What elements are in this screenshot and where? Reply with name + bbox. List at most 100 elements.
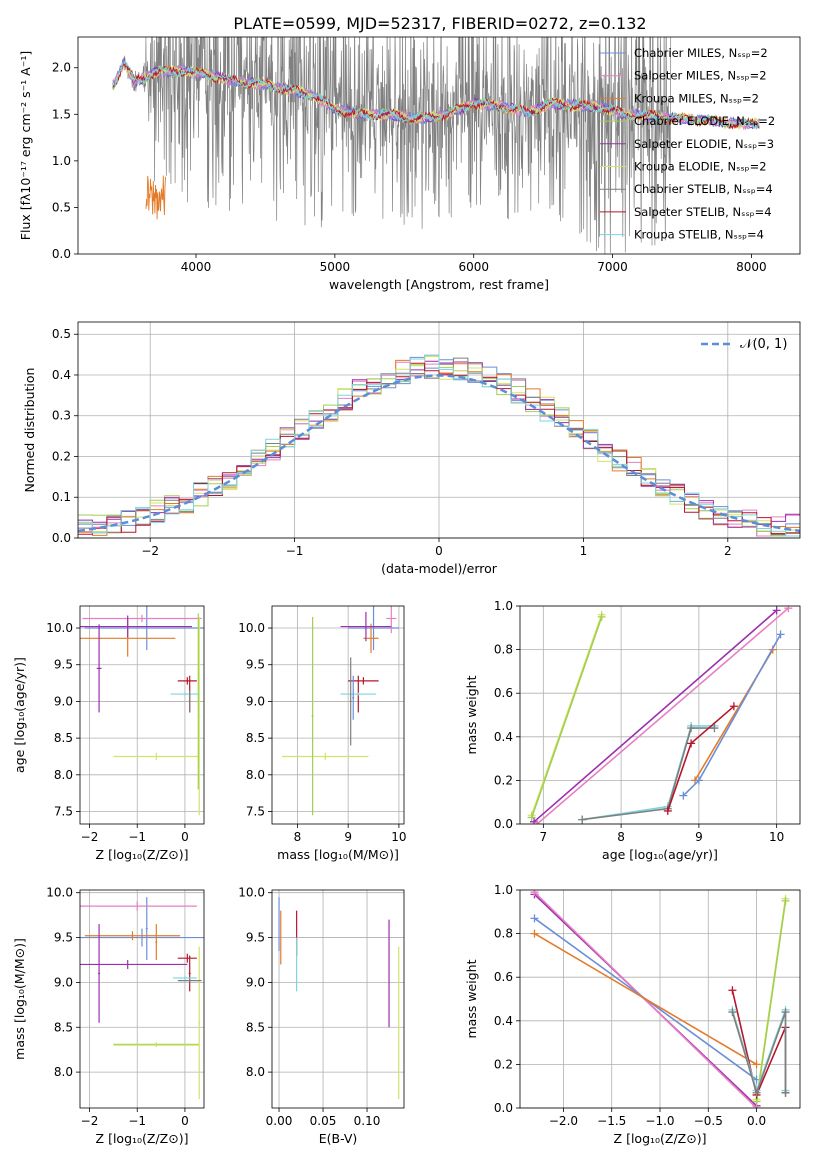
weight-series-6 bbox=[731, 1011, 787, 1096]
weight-point bbox=[729, 702, 738, 711]
panel-weight-vs-z: −2.0 −1.5 −1.0 −0.5 0.0 0.0 0.2 0.4 0.6 0.8 1.0 Z [… bbox=[464, 883, 801, 1146]
weight-point bbox=[710, 724, 719, 733]
plot-area-weight-vs-z bbox=[530, 890, 790, 1108]
axes-frame bbox=[271, 605, 405, 825]
x-tick-label: −1.5 bbox=[597, 1114, 626, 1128]
weight-point bbox=[578, 815, 587, 824]
weight-series-3 bbox=[755, 900, 787, 1102]
weight-point bbox=[663, 806, 672, 815]
x-axis-label: Z [log₁₀(Z/Z⊙)] bbox=[96, 1131, 189, 1146]
x-tick-label: −2.0 bbox=[549, 1114, 578, 1128]
x-tick-label: 7 bbox=[540, 830, 548, 844]
weight-point bbox=[781, 896, 790, 905]
x-tick-label: 6000 bbox=[458, 260, 489, 274]
x-tick-label: 8000 bbox=[736, 260, 767, 274]
y-tick-label: 0.4 bbox=[494, 1014, 513, 1028]
x-tick-label: −1.0 bbox=[645, 1114, 674, 1128]
x-tick-label: 0 bbox=[181, 1114, 189, 1128]
y-axis-label: mass weight bbox=[464, 675, 479, 754]
figure-title: PLATE=0599, MJD=52317, FIBERID=0272, z=0… bbox=[233, 14, 646, 33]
y-tick-label: 8.5 bbox=[246, 1020, 265, 1034]
plot-area-age-vs-z bbox=[80, 606, 204, 816]
y-tick-label: 0.6 bbox=[494, 686, 513, 700]
x-tick-label: 10 bbox=[391, 830, 406, 844]
y-tick-label: 0.8 bbox=[494, 643, 513, 657]
panel-residuals: −2 −1 0 1 2 0.0 0.1 0.2 0.3 0.4 0.5 (data-model)/er… bbox=[22, 321, 801, 576]
y-tick-label: 9.0 bbox=[246, 694, 265, 708]
weight-point bbox=[781, 1088, 790, 1097]
weight-point bbox=[772, 606, 781, 615]
y-tick-label: 0.0 bbox=[52, 247, 71, 261]
y-tick-label: 0.2 bbox=[494, 1057, 513, 1071]
y-tick-label: 0.0 bbox=[494, 1101, 513, 1115]
y-tick-label: 9.5 bbox=[246, 931, 265, 945]
weight-series-3 bbox=[530, 616, 603, 818]
legend-entry: Chabrier ELODIE, Nₛₛₚ=2 bbox=[634, 114, 775, 128]
weight-point bbox=[679, 791, 688, 800]
y-tick-label: 0.4 bbox=[494, 730, 513, 744]
x-tick-label: 5000 bbox=[320, 260, 351, 274]
residual-histogram-8 bbox=[78, 354, 800, 537]
weight-point bbox=[687, 739, 696, 748]
y-tick-label: 8.0 bbox=[246, 768, 265, 782]
y-tick-label: 0.0 bbox=[52, 531, 71, 545]
axes-frame bbox=[79, 605, 205, 825]
weight-point bbox=[728, 1008, 737, 1017]
y-tick-label: 0.3 bbox=[52, 409, 71, 423]
y-tick-label: 0.1 bbox=[52, 490, 71, 504]
x-tick-label: 8 bbox=[294, 830, 302, 844]
y-axis-label: age [log₁₀(age/yr)] bbox=[12, 657, 27, 773]
plot-area-age-vs-mass bbox=[282, 606, 399, 816]
plot-area-weight-vs-age bbox=[527, 606, 793, 824]
observed-spectrum bbox=[123, 37, 672, 254]
y-tick-label: 8.5 bbox=[54, 1020, 73, 1034]
weight-point bbox=[597, 612, 606, 621]
weight-point bbox=[728, 986, 737, 995]
y-tick-label: 8.0 bbox=[54, 768, 73, 782]
y-tick-label: 0.0 bbox=[494, 817, 513, 831]
y-tick-label: 0.6 bbox=[494, 970, 513, 984]
axes-frame bbox=[77, 321, 801, 539]
spectrum-legend: Chabrier MILES, Nₛₛₚ=2 Salpeter MILES, Nₛ… bbox=[600, 46, 775, 242]
model-spectrum-7 bbox=[112, 62, 760, 130]
axes-frame bbox=[77, 36, 801, 255]
y-tick-label: 0.2 bbox=[52, 449, 71, 463]
model-spectrum-5 bbox=[112, 64, 760, 131]
y-axis-label: Flux [fλ10⁻¹⁷ erg cm⁻² s⁻¹ A⁻¹] bbox=[18, 51, 33, 240]
x-tick-label: 9 bbox=[695, 830, 703, 844]
y-tick-label: 1.0 bbox=[494, 883, 513, 897]
y-tick-label: 10.0 bbox=[46, 886, 73, 900]
y-tick-label: 9.0 bbox=[54, 975, 73, 989]
y-axis-label: Normed distribution bbox=[22, 368, 37, 493]
weight-point bbox=[527, 813, 536, 822]
x-tick-label: 1 bbox=[580, 544, 588, 558]
x-axis-label: mass [log₁₀(M/M⊙)] bbox=[277, 847, 399, 862]
x-tick-label: −2 bbox=[141, 544, 159, 558]
x-tick-label: −1 bbox=[128, 830, 146, 844]
weight-point bbox=[530, 929, 539, 938]
x-tick-label: 9 bbox=[344, 830, 352, 844]
y-tick-label: 8.0 bbox=[246, 1065, 265, 1079]
panel-spectrum: 4000 5000 6000 7000 8000 0.0 0.5 1.0 1.5 2.0 wavel… bbox=[18, 36, 801, 292]
y-tick-label: 1.0 bbox=[52, 154, 71, 168]
y-tick-label: 1.0 bbox=[494, 599, 513, 613]
y-tick-label: 0.5 bbox=[52, 200, 71, 214]
axes-frame bbox=[79, 889, 205, 1109]
y-axis-label: mass [log₁₀(M/M⊙)] bbox=[12, 938, 27, 1060]
x-tick-label: 0 bbox=[181, 830, 189, 844]
x-axis-label: E(B-V) bbox=[319, 1131, 358, 1146]
y-tick-label: 0.4 bbox=[52, 368, 71, 382]
weight-point bbox=[781, 1008, 790, 1017]
weight-point bbox=[784, 606, 793, 613]
legend-entry: Kroupa ELODIE, Nₛₛₚ=2 bbox=[634, 160, 767, 174]
plot-area-mass-vs-ebv bbox=[278, 897, 400, 1100]
weight-point bbox=[530, 914, 539, 923]
x-axis-label: Z [log₁₀(Z/Z⊙)] bbox=[96, 847, 189, 862]
plot-area-mass-vs-z bbox=[80, 897, 204, 1100]
residual-legend: 𝒩(0, 1) bbox=[701, 337, 787, 352]
y-tick-label: 7.5 bbox=[246, 805, 265, 819]
legend-entry: Salpeter ELODIE, Nₛₛₚ=3 bbox=[634, 137, 774, 151]
legend-entry: Salpeter STELIB, Nₛₛₚ=4 bbox=[634, 205, 772, 219]
y-tick-label: 1.5 bbox=[52, 107, 71, 121]
weight-series-6 bbox=[582, 727, 715, 821]
